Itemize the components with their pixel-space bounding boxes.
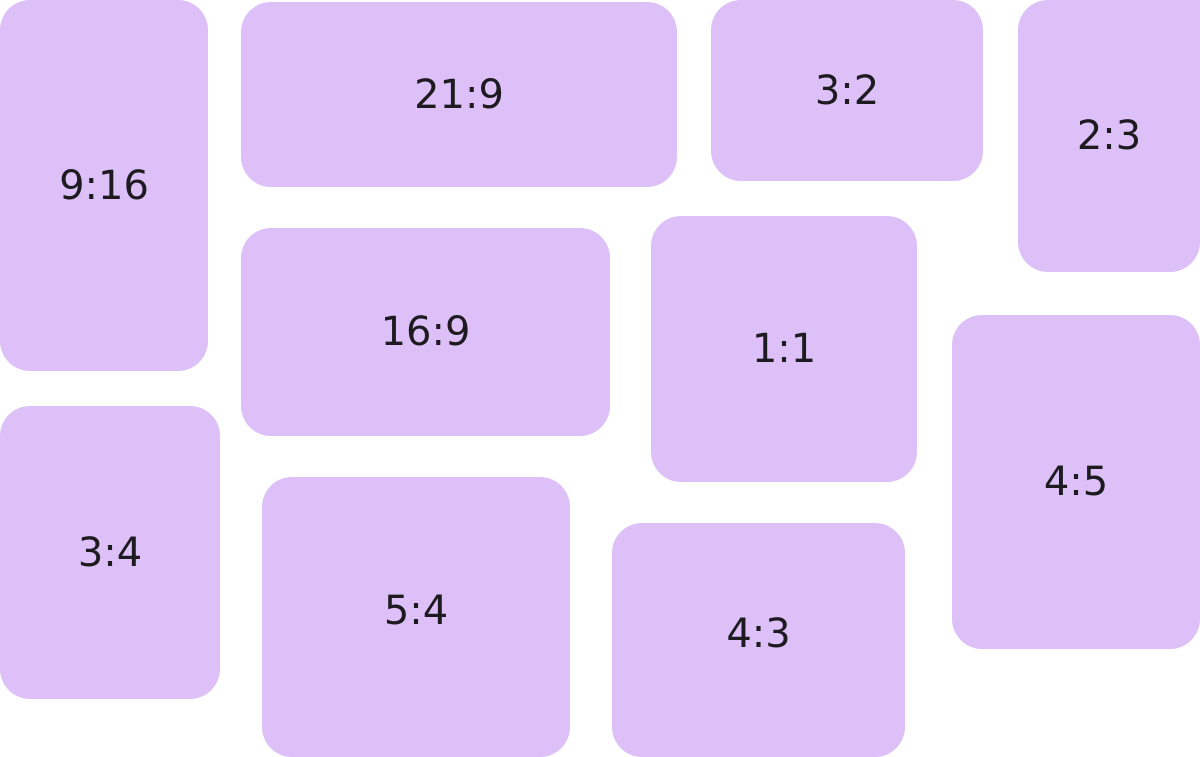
tile-5-4: 5:4: [262, 477, 570, 757]
tile-2-3: 2:3: [1018, 0, 1200, 272]
tile-label: 4:5: [1043, 459, 1109, 505]
tile-21-9: 21:9: [241, 2, 677, 187]
tile-3-4: 3:4: [0, 406, 220, 699]
tile-1-1: 1:1: [651, 216, 917, 482]
tile-label: 2:3: [1076, 113, 1142, 159]
tile-4-5: 4:5: [952, 315, 1200, 649]
tile-label: 5:4: [383, 588, 449, 634]
tile-label: 16:9: [380, 309, 471, 355]
tile-label: 1:1: [751, 326, 817, 372]
tile-label: 3:2: [814, 67, 880, 114]
tile-9-16: 9:16: [0, 0, 208, 371]
tile-label: 21:9: [414, 71, 504, 118]
tile-label: 3:4: [77, 529, 143, 576]
tile-label: 9:16: [59, 162, 149, 209]
tile-3-2: 3:2: [711, 0, 983, 181]
tile-label: 4:3: [726, 611, 791, 657]
tile-4-3: 4:3: [612, 523, 905, 757]
tile-16-9: 16:9: [241, 228, 610, 436]
